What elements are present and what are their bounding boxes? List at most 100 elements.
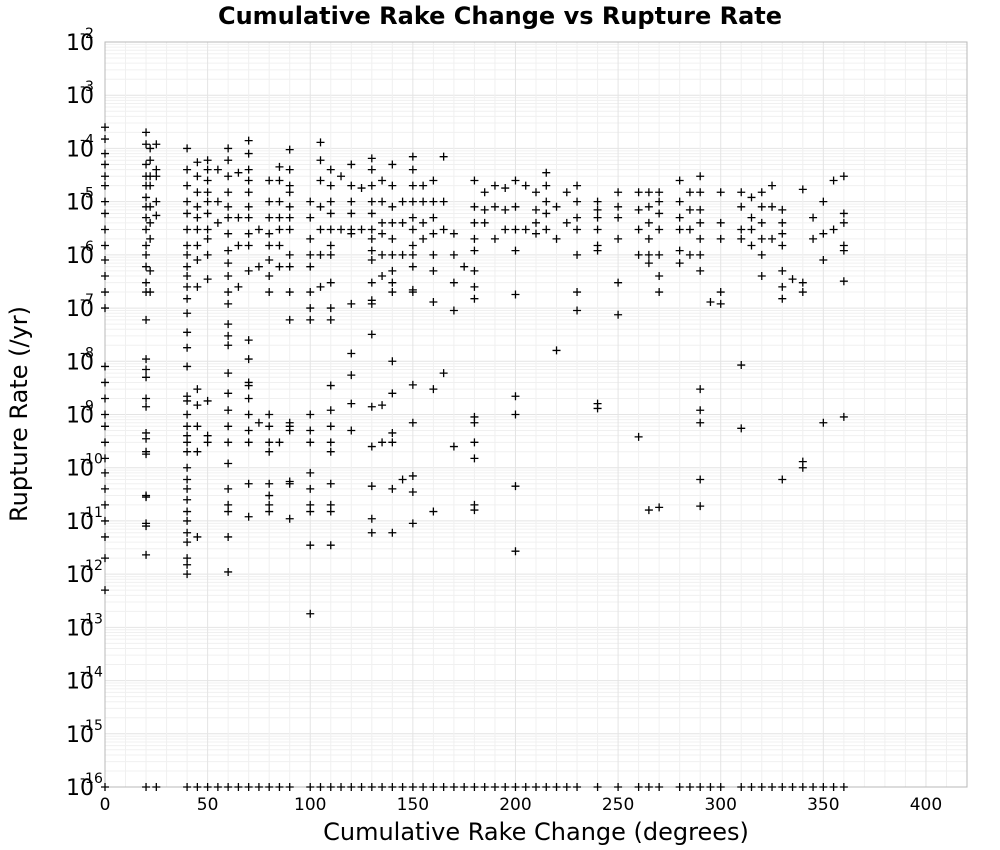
data-point: [101, 516, 109, 525]
data-point: [142, 128, 151, 137]
data-point: [490, 783, 499, 791]
data-point: [706, 298, 715, 307]
data-point: [511, 783, 520, 791]
data-point: [142, 450, 151, 459]
data-point: [224, 188, 233, 197]
data-point: [152, 140, 161, 149]
data-point: [614, 234, 623, 243]
data-point: [470, 266, 479, 275]
data-point: [675, 225, 684, 234]
data-point: [449, 278, 458, 287]
data-point: [265, 197, 274, 206]
data-point: [183, 783, 192, 791]
data-point: [101, 586, 109, 595]
data-point: [183, 362, 192, 371]
data-point: [285, 213, 294, 222]
data-point: [224, 389, 233, 398]
data-point: [655, 197, 664, 206]
data-point: [306, 197, 315, 206]
data-point: [183, 507, 192, 516]
data-point: [183, 165, 192, 174]
data-point: [839, 412, 848, 421]
data-point: [183, 438, 192, 447]
data-point: [265, 491, 274, 500]
data-point: [367, 234, 376, 243]
data-point: [655, 209, 664, 218]
x-tick-label: 200: [499, 795, 531, 815]
data-point: [747, 241, 756, 250]
data-point: [203, 250, 212, 259]
data-point: [501, 184, 510, 193]
data-point: [819, 783, 828, 791]
data-point: [573, 288, 582, 297]
data-point: [778, 783, 787, 791]
data-point: [839, 218, 848, 227]
data-point: [347, 349, 356, 358]
data-point: [449, 783, 458, 791]
data-point: [244, 176, 253, 185]
data-point: [244, 336, 253, 345]
data-point: [347, 783, 356, 791]
data-point: [819, 256, 828, 265]
data-point: [183, 528, 192, 537]
data-point: [142, 434, 151, 443]
data-point: [562, 783, 571, 791]
y-tick-exponent: -4: [80, 132, 94, 148]
data-point: [367, 442, 376, 451]
data-point: [244, 229, 253, 238]
data-point: [347, 371, 356, 380]
data-point: [244, 266, 253, 275]
y-tick-label: 10: [66, 244, 94, 269]
data-point: [737, 424, 746, 433]
data-point: [408, 471, 417, 480]
data-point: [367, 165, 376, 174]
data-point: [224, 320, 233, 329]
x-tick-label: 0: [100, 795, 111, 815]
data-point: [142, 522, 151, 531]
data-point: [316, 783, 325, 791]
data-point: [224, 172, 233, 181]
data-point: [101, 197, 109, 206]
data-point: [398, 475, 407, 484]
data-point: [378, 272, 387, 281]
data-point: [388, 202, 397, 211]
data-point: [142, 140, 151, 149]
data-point: [347, 160, 356, 169]
data-point: [532, 188, 540, 197]
data-point: [244, 355, 253, 364]
data-point: [183, 262, 192, 271]
data-point: [244, 136, 253, 145]
data-point: [778, 266, 787, 275]
data-point: [757, 250, 766, 259]
data-point: [408, 241, 417, 250]
data-point: [511, 225, 520, 234]
data-point: [388, 288, 397, 297]
data-point: [388, 234, 397, 243]
data-point: [429, 385, 438, 394]
data-point: [244, 512, 253, 521]
data-point: [449, 229, 458, 238]
data-point: [490, 202, 499, 211]
data-point: [203, 234, 212, 243]
data-point: [542, 783, 551, 791]
data-point: [326, 181, 335, 190]
data-point: [142, 278, 151, 287]
data-point: [573, 306, 582, 315]
data-point: [193, 282, 202, 291]
data-point: [378, 438, 387, 447]
data-point: [326, 250, 335, 259]
data-point: [429, 176, 438, 185]
data-point: [573, 250, 582, 259]
data-point: [265, 288, 274, 297]
data-point: [101, 160, 109, 169]
data-point: [183, 538, 192, 547]
data-point: [367, 246, 376, 255]
data-point: [511, 176, 520, 185]
data-point: [388, 528, 397, 537]
data-point: [203, 165, 212, 174]
data-point: [152, 172, 161, 181]
data-point: [655, 272, 664, 281]
data-point: [142, 250, 151, 259]
data-point: [142, 402, 151, 411]
data-point: [675, 197, 684, 206]
